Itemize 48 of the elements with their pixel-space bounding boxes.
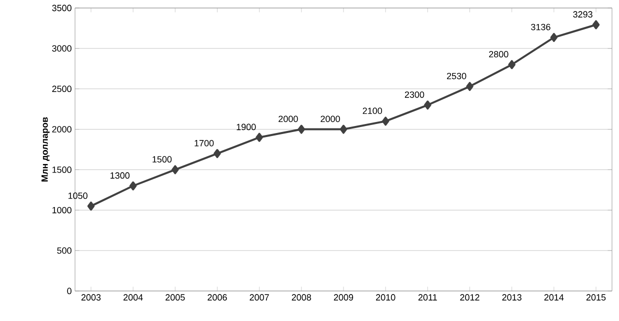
point [382,116,390,126]
data-label: 2300 [404,91,424,98]
point [256,132,263,142]
point [550,32,558,42]
point [340,124,348,134]
point [466,82,474,91]
data-label: 1500 [152,156,172,163]
x-tick-label: 2007 [250,294,269,301]
data-label: 2000 [320,116,340,122]
point [129,181,137,190]
data-label: 2000 [278,116,298,122]
y-tick-label: 3000 [52,45,72,52]
point [87,202,95,211]
x-tick-label: 2010 [376,294,396,301]
data-label: 2800 [489,51,508,58]
x-tick-label: 2009 [334,294,354,301]
data-label: 1900 [236,124,256,130]
x-tick-label: 2005 [166,294,185,301]
point [172,165,179,174]
x-tick-label: 2012 [460,294,480,301]
x-tick-label: 2004 [124,294,143,301]
x-tick-label: 2015 [586,294,606,301]
x-tick-label: 2014 [544,294,564,301]
x-tick-label: 2003 [81,294,101,301]
data-label: 2530 [446,72,466,80]
point [298,124,306,134]
data-label: 2100 [362,108,382,114]
data-label: 3293 [573,11,592,18]
point [508,60,516,70]
data-label: 3136 [531,24,550,30]
point [592,20,600,30]
point [214,149,221,158]
data-label: 1050 [68,192,88,199]
y-tick-label: 1500 [52,166,72,173]
y-axis-title: Млн долларов [42,117,50,182]
y-tick-label: 500 [57,247,72,254]
y-tick-label: 3500 [52,4,72,12]
data-label: 1700 [194,140,214,146]
x-tick-label: 2006 [208,294,227,301]
y-tick-label: 2500 [52,86,72,92]
y-tick-label: 1000 [52,206,72,214]
y-tick-label: 2000 [52,126,72,132]
point [424,100,432,110]
data-label: 1300 [110,172,130,179]
x-tick-label: 2011 [418,294,437,301]
x-tick-label: 2008 [292,294,312,301]
y-tick-label: 0 [67,288,72,294]
x-tick-label: 2013 [502,294,522,301]
